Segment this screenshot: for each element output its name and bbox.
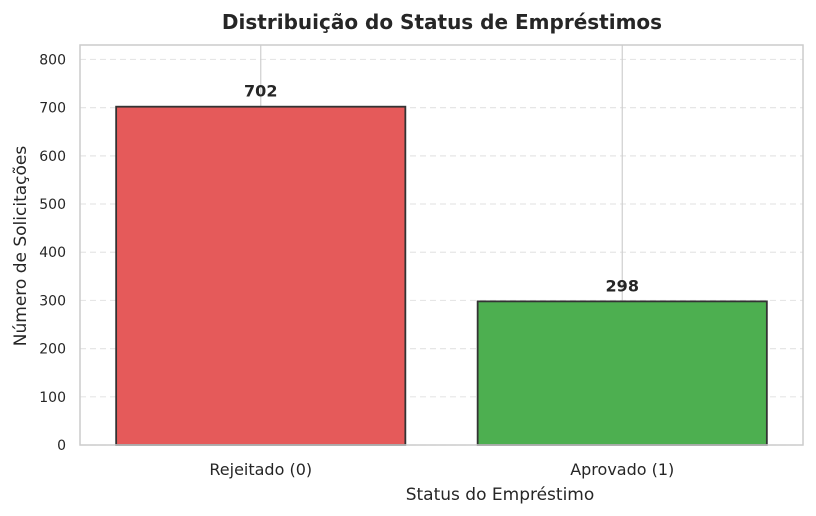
y-tick-label: 800 [39,52,66,68]
y-tick-label: 500 [39,197,66,213]
bar [476,300,768,446]
y-tick-label: 200 [39,342,66,358]
plot-frame [79,44,804,446]
y-tick-label: 400 [39,245,66,261]
data-label: 702 [244,82,277,101]
x-tick-labels: Rejeitado (0) Aprovado (1) [209,460,674,479]
x-axis-label: Status do Empréstimo [406,485,595,505]
y-tick-label: 0 [57,438,66,454]
bars [115,105,768,446]
data-label: 298 [606,276,639,295]
x-tick-label: Aprovado (1) [570,460,674,479]
x-tick-label: Rejeitado (0) [209,460,312,479]
y-tick-label: 600 [39,149,66,165]
y-tick-label: 100 [39,390,66,406]
y-tick-label: 700 [39,101,66,117]
bar [115,105,407,446]
y-tick-labels: 0 100 200 300 400 500 600 700 800 [39,52,66,454]
chart-title: Distribuição do Status de Empréstimos [222,10,662,34]
y-tick-label: 300 [39,293,66,309]
data-labels: 702 298 [244,82,639,296]
y-axis-label: Número de Solicitações [11,146,31,347]
